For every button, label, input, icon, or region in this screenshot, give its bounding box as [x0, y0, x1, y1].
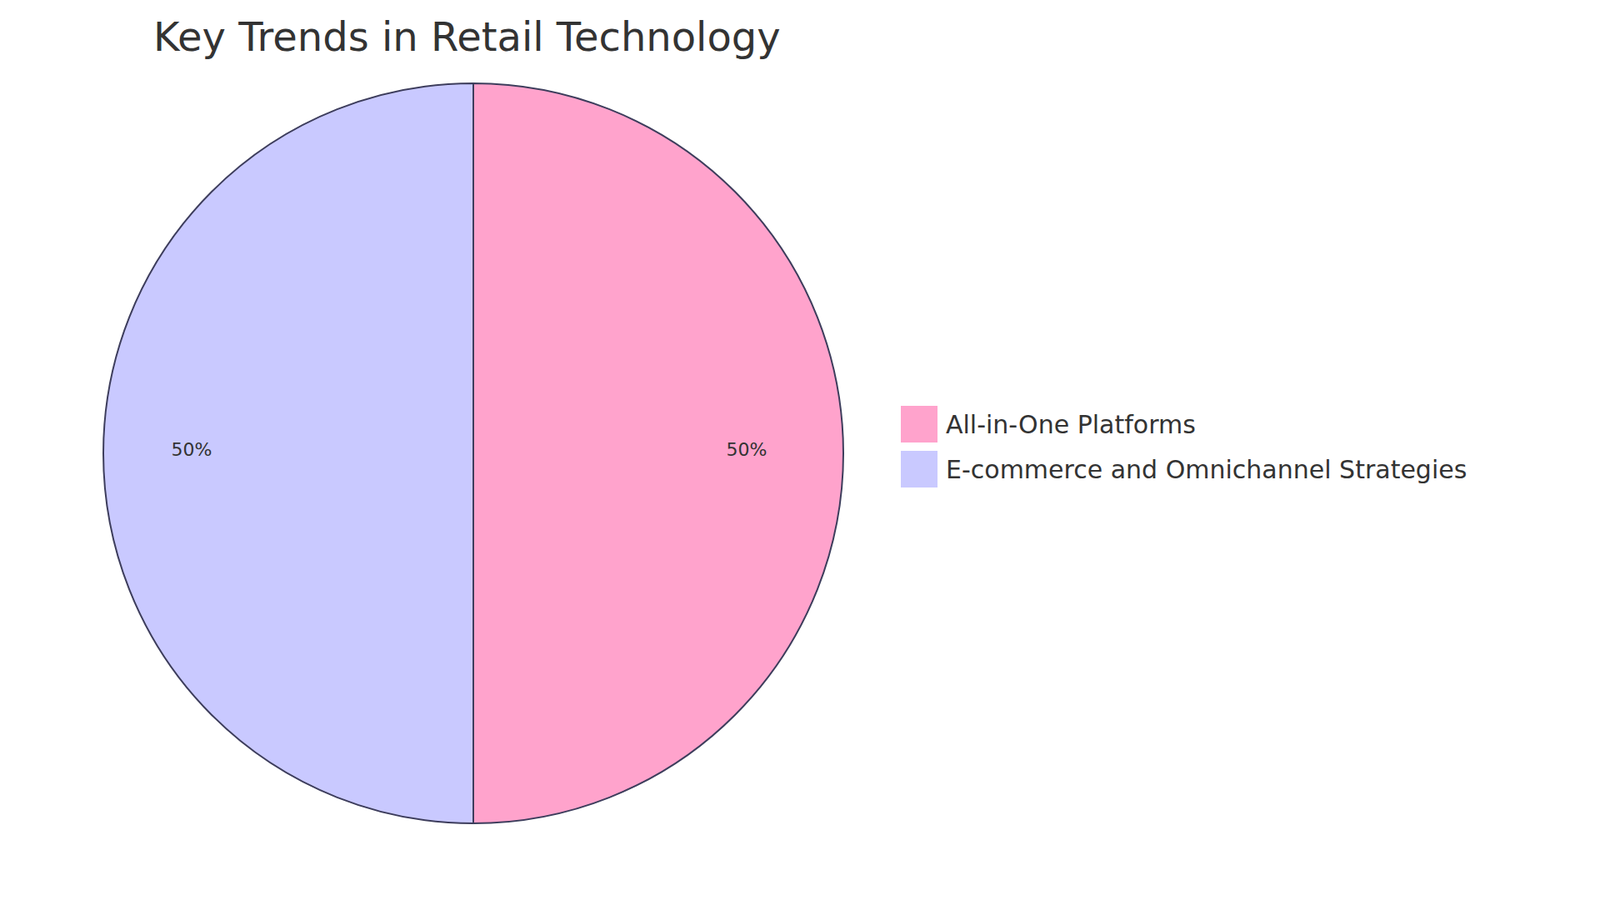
html-text:E-commerce and Omnichannel Str: E-commerce and Omnichannel Strategies: [945, 454, 1467, 484]
html-text:All-in-One Platforms: All-in-One Platforms: [945, 409, 1196, 439]
svg-text:50%: 50%: [726, 439, 768, 460]
svg-text:50%: 50%: [171, 439, 213, 460]
html-text:Key Trends in Retail Technolog: Key Trends in Retail Technology: [153, 13, 781, 60]
